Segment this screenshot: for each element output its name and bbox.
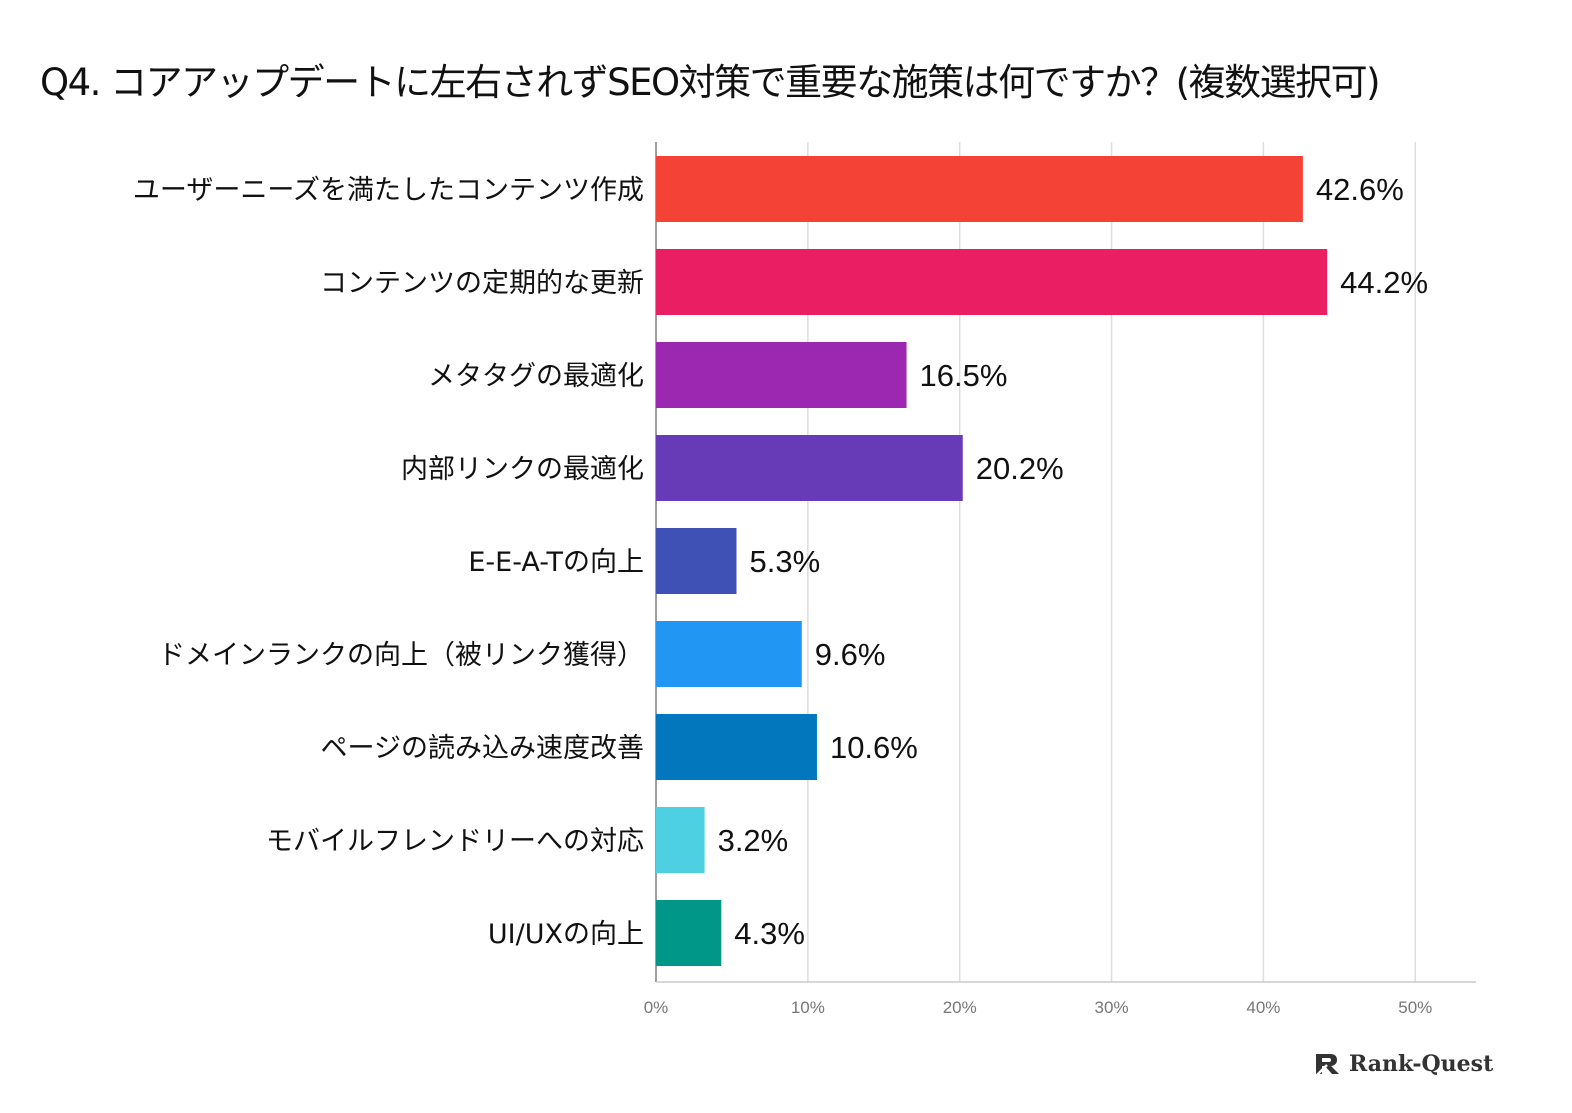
category-label: コンテンツの定期的な更新 (320, 268, 644, 299)
value-label: 42.6% (1316, 172, 1404, 207)
x-tick-label: 30% (1095, 998, 1129, 1017)
x-tick-label: 10% (791, 998, 825, 1017)
category-label: ユーザーニーズを満たしたコンテンツ作成 (133, 175, 644, 206)
category-label: ドメインランクの向上（被リンク獲得） (158, 640, 644, 671)
category-label: E-E-A-Tの向上 (468, 547, 644, 578)
category-label: ページの読み込み速度改善 (321, 733, 644, 764)
bar-2 (656, 249, 1328, 315)
value-label: 3.2% (718, 823, 789, 858)
value-label: 5.3% (749, 544, 820, 579)
bar-layer (656, 156, 1328, 966)
axis-layer: 0% 10% 20% 30% 40% 50% (644, 981, 1476, 1017)
value-label: 44.2% (1340, 265, 1428, 300)
category-label: 内部リンクの最適化 (401, 454, 644, 485)
label-layer: ユーザーニーズを満たしたコンテンツ作成 42.6% コンテンツの定期的な更新 44.2… (133, 172, 1428, 951)
bar-1 (656, 156, 1303, 222)
x-tick-label: 40% (1246, 998, 1280, 1017)
brand-logo: Rank-Quest (1313, 1051, 1493, 1077)
rank-quest-logo-icon (1316, 1054, 1339, 1076)
bar-5 (656, 528, 737, 594)
value-label: 4.3% (734, 916, 805, 951)
x-tick-label: 20% (943, 998, 977, 1017)
bar-4 (656, 435, 963, 501)
value-label: 10.6% (830, 730, 918, 765)
category-label: モバイルフレンドリーへの対応 (266, 826, 644, 857)
bar-6 (656, 621, 802, 687)
value-label: 16.5% (920, 358, 1008, 393)
bar-8 (656, 807, 705, 873)
x-tick-label: 50% (1398, 998, 1432, 1017)
value-label: 20.2% (976, 451, 1064, 486)
chart-title: Q4. コアアップデートに左右されずSEO対策で重要な施策は何ですか？(複数選択… (40, 61, 1381, 104)
bar-7 (656, 714, 817, 780)
value-label: 9.6% (815, 637, 886, 672)
bar-3 (656, 342, 907, 408)
category-label: メタタグの最適化 (428, 361, 644, 392)
brand-name: Rank-Quest (1349, 1051, 1494, 1077)
category-label: UI/UXの向上 (488, 919, 644, 950)
bar-9 (656, 900, 722, 966)
x-tick-label: 0% (644, 998, 669, 1017)
